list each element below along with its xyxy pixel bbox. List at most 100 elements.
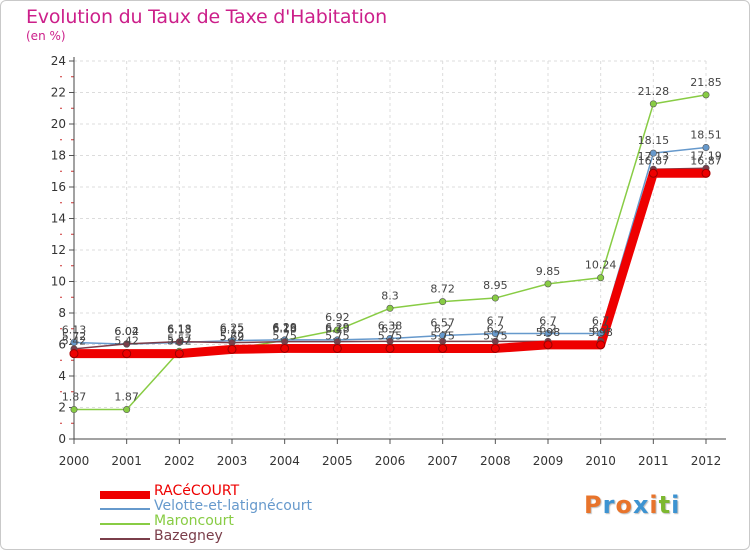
legend-swatch-maroncourt — [100, 523, 150, 525]
y-tick-label: 6 — [58, 338, 66, 352]
x-tick-label: 2003 — [217, 454, 248, 468]
data-point-racecourt — [596, 340, 606, 350]
data-label: 6.02 — [114, 325, 139, 338]
data-point-series-1 — [544, 329, 552, 337]
logo-letter: x — [632, 491, 650, 519]
data-point-series-2 — [386, 304, 394, 312]
data-label: 6.92 — [325, 311, 350, 324]
data-label: 6.26 — [272, 321, 297, 334]
data-point-series-3 — [123, 340, 131, 348]
y-tick-label: 24 — [51, 54, 66, 68]
chart-unit-label: (en %) — [26, 29, 66, 43]
data-label: 6.7 — [487, 314, 505, 327]
data-label: 18.15 — [638, 134, 670, 147]
data-point-racecourt — [385, 343, 395, 353]
logo-letter: o — [615, 491, 633, 519]
data-label: 5.42 — [167, 335, 192, 348]
data-label: 16.87 — [690, 154, 722, 167]
data-label: 9.85 — [536, 265, 561, 278]
x-tick-label: 2002 — [164, 454, 195, 468]
x-tick-label: 2004 — [269, 454, 300, 468]
data-label: 6.13 — [62, 323, 87, 336]
data-label: 6.18 — [167, 323, 192, 336]
data-point-racecourt — [227, 344, 237, 354]
y-tick-label: 4 — [58, 369, 66, 383]
legend-swatch-racecourt — [100, 491, 150, 499]
x-tick-label: 2000 — [59, 454, 90, 468]
data-label: 6.2 — [592, 322, 610, 335]
data-label: 6.57 — [430, 317, 455, 330]
proxiti-logo: Proxiti — [584, 491, 680, 519]
x-tick-label: 2006 — [375, 454, 406, 468]
chart-title: Evolution du Taux de Taxe d'Habitation — [26, 6, 387, 28]
data-point-racecourt — [543, 340, 553, 350]
data-point-racecourt — [490, 343, 500, 353]
data-point-series-1 — [491, 329, 499, 337]
data-label: 6.2 — [487, 322, 505, 335]
data-point-series-2 — [597, 274, 605, 282]
legend-label-bazegney: Bazegney — [154, 528, 223, 544]
data-point-racecourt — [332, 343, 342, 353]
y-tick-label: 10 — [51, 275, 66, 289]
y-tick-label: 16 — [51, 180, 66, 194]
data-label: 5.75 — [483, 329, 508, 342]
data-label: 5.98 — [536, 326, 561, 339]
data-label: 6.13 — [167, 323, 192, 336]
data-label: 5.42 — [62, 335, 87, 348]
logo-letter: P — [584, 491, 603, 519]
x-tick-label: 2010 — [585, 454, 616, 468]
x-tick-label: 2005 — [322, 454, 353, 468]
data-label: 6.38 — [378, 320, 403, 333]
legend-label-maroncourt: Maroncourt — [154, 513, 234, 529]
data-label: 6.18 — [272, 323, 297, 336]
legend-label-velotte: Velotte-et-latignécourt — [154, 498, 312, 514]
data-point-racecourt — [280, 343, 290, 353]
data-point-series-1 — [649, 149, 657, 157]
data-label: 6.25 — [220, 322, 245, 335]
data-point-series-2 — [702, 91, 710, 99]
data-label: 8.95 — [483, 279, 508, 292]
data-label: 21.85 — [690, 76, 722, 89]
data-label: 5.69 — [220, 330, 245, 343]
x-tick-label: 2001 — [111, 454, 142, 468]
data-label: 5.75 — [272, 329, 297, 342]
data-point-series-3 — [175, 338, 183, 346]
data-label: 5.72 — [220, 330, 245, 343]
y-tick-label: 14 — [51, 212, 66, 226]
data-point-racecourt — [438, 343, 448, 353]
data-label: 17.13 — [638, 150, 670, 163]
x-tick-label: 2011 — [638, 454, 669, 468]
data-point-series-2 — [70, 406, 78, 414]
data-point-racecourt — [69, 349, 79, 359]
data-label: 8.3 — [381, 289, 399, 302]
data-label: 6.12 — [220, 324, 245, 337]
y-tick-label: 22 — [51, 86, 66, 100]
data-label: 1.87 — [62, 391, 87, 404]
data-label: 8.72 — [430, 283, 455, 296]
data-label: 6.18 — [325, 323, 350, 336]
data-label: 6.2 — [434, 322, 452, 335]
logo-letter: t — [658, 491, 672, 519]
legend-swatch-velotte — [100, 508, 150, 510]
x-tick-label: 2008 — [480, 454, 511, 468]
data-point-series-2 — [491, 294, 499, 302]
y-tick-label: 8 — [58, 306, 66, 320]
data-label: 16.87 — [638, 154, 670, 167]
legend-label-racecourt: RACéCOURT — [154, 483, 240, 499]
data-label: 6.7 — [592, 314, 610, 327]
data-point-racecourt — [122, 349, 132, 359]
logo-letter: i — [671, 491, 681, 519]
y-tick-label: 18 — [51, 149, 66, 163]
data-point-series-2 — [439, 298, 447, 306]
data-point-series-1 — [702, 143, 710, 151]
data-label: 6.7 — [539, 314, 557, 327]
data-label: 5.75 — [430, 329, 455, 342]
data-label: 5.98 — [588, 326, 613, 339]
data-label: 5.72 — [62, 330, 87, 343]
x-tick-label: 2012 — [691, 454, 722, 468]
data-point-racecourt — [701, 168, 711, 178]
data-label: 6.29 — [325, 321, 350, 334]
data-label: 5.75 — [378, 329, 403, 342]
